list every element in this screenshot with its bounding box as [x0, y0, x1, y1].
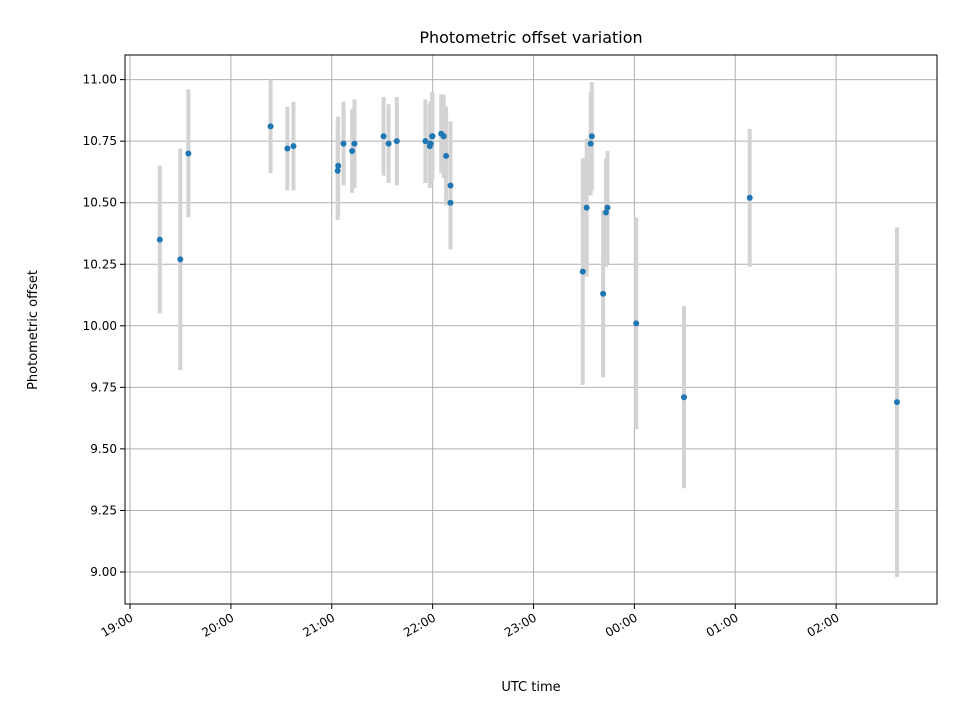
data-point: [290, 143, 297, 150]
data-point: [284, 145, 291, 152]
data-point: [422, 138, 429, 145]
error-bars: [157, 79, 899, 577]
y-tick-label: 10.75: [83, 134, 117, 148]
data-point: [393, 138, 400, 145]
y-axis: 9.00 9.25 9.50 9.75 10.00 10.25 10.50 10.75 11.0…: [83, 73, 125, 579]
y-tick-label: 11.00: [83, 73, 117, 87]
data-point: [583, 204, 590, 211]
data-point: [588, 133, 595, 140]
data-point: [443, 152, 450, 159]
x-axis: 19:00 20:00 21:00 22:00 23:00 00:00 01:00 02:00: [99, 604, 842, 640]
data-point: [447, 199, 454, 206]
y-tick-label: 9.00: [90, 565, 117, 579]
data-point: [746, 194, 753, 201]
data-point: [680, 394, 687, 401]
x-tick-label: 19:00: [99, 610, 136, 639]
data-point: [380, 133, 387, 140]
y-tick-label: 10.00: [83, 319, 117, 333]
x-tick-label: 02:00: [805, 610, 842, 639]
data-point: [604, 204, 611, 211]
data-point: [579, 268, 586, 275]
x-tick-label: 20:00: [199, 610, 236, 639]
x-tick-label: 22:00: [401, 610, 438, 639]
data-point: [427, 140, 434, 147]
data-point: [340, 140, 347, 147]
plot-frame: [124, 54, 938, 605]
data-point: [349, 148, 356, 155]
data-point: [429, 133, 436, 140]
data-point: [185, 150, 192, 157]
x-tick-label: 23:00: [502, 610, 539, 639]
y-tick-label: 9.50: [90, 442, 117, 456]
data-point: [602, 209, 609, 216]
y-tick-label: 10.50: [83, 196, 117, 210]
data-point: [351, 140, 358, 147]
x-tick-label: 00:00: [603, 610, 640, 639]
data-point: [893, 399, 900, 406]
x-axis-label: UTC time: [501, 680, 560, 695]
y-tick-label: 10.25: [83, 257, 117, 271]
data-point: [156, 236, 163, 243]
data-point: [633, 320, 640, 327]
data-point: [385, 140, 392, 147]
data-point: [440, 133, 447, 140]
data-point: [600, 290, 607, 297]
data-point: [177, 256, 184, 263]
data-point: [335, 162, 342, 169]
data-points: [156, 123, 900, 406]
data-point: [587, 140, 594, 147]
y-tick-label: 9.75: [90, 380, 117, 394]
x-tick-label: 21:00: [300, 610, 337, 639]
data-point: [267, 123, 274, 130]
y-tick-label: 9.25: [90, 503, 117, 517]
data-point: [334, 167, 341, 174]
data-point: [447, 182, 454, 189]
grid: [125, 55, 937, 604]
chart-title: Photometric offset variation: [419, 28, 642, 47]
y-axis-label: Photometric offset: [26, 270, 41, 390]
x-tick-label: 01:00: [704, 610, 741, 639]
